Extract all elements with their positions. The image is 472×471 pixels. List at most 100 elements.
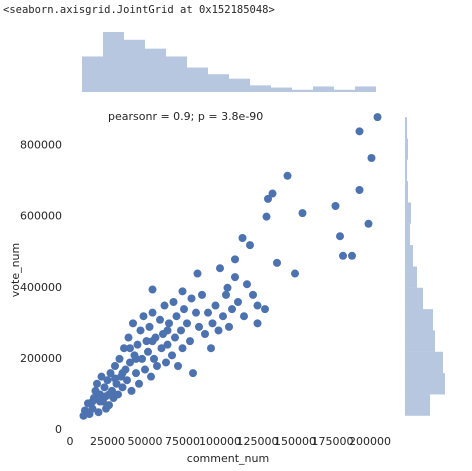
scatter-point (193, 269, 202, 278)
x-tick-label: 50000 (128, 435, 163, 448)
scatter-point (105, 390, 113, 399)
scatter-point (246, 241, 254, 250)
scatter-point (355, 127, 364, 136)
scatter-point (192, 308, 200, 317)
scatter-point (216, 264, 224, 273)
scatter-point (162, 358, 170, 367)
scatter-point (163, 326, 172, 335)
histogram-bar (405, 266, 417, 288)
scatter-point (183, 319, 191, 328)
histogram-bar (405, 394, 430, 416)
x-tick-label: 125000 (237, 435, 279, 448)
scatter-point (180, 305, 188, 314)
histogram-bar (271, 87, 292, 92)
scatter-point (273, 258, 281, 267)
scatter-point (139, 312, 148, 321)
scatter-point (148, 308, 157, 317)
scatter-point (163, 340, 172, 349)
scatter-point (135, 379, 143, 388)
y-axis-label: vote_num (9, 243, 22, 297)
scatter-point (120, 344, 128, 353)
scatter-point (234, 298, 242, 306)
scatter-point (214, 326, 223, 335)
scatter-point (160, 301, 169, 310)
scatter-point (96, 390, 104, 399)
histogram-bar (82, 56, 103, 92)
cell-output: <seaborn.axisgrid.JointGrid at 0x1521850… (3, 4, 275, 16)
scatter-point (148, 285, 157, 294)
histogram-bar (405, 202, 411, 224)
scatter-point (168, 351, 176, 360)
scatter-point (147, 372, 155, 381)
y-tick-label: 200000 (20, 352, 62, 365)
histogram-bar (405, 223, 410, 246)
scatter-point (127, 386, 136, 395)
scatter-point (268, 189, 277, 198)
histogram-bar (405, 117, 407, 139)
scatter-point (114, 390, 122, 399)
scatter-point (204, 308, 212, 317)
scatter-point (111, 374, 119, 383)
scatter-point (88, 397, 97, 406)
scatter-point (106, 369, 115, 378)
scatter-point (222, 290, 230, 299)
scatter-point (118, 383, 127, 392)
annotation: pearsonr = 0.9; p = 3.8e-90 (108, 110, 263, 123)
histogram-bar (103, 32, 124, 92)
histogram-bar (124, 39, 145, 92)
scatter-point (148, 337, 157, 346)
scatter-point (142, 337, 151, 346)
x-tick-label: 150000 (274, 435, 316, 448)
y-tick-label: 600000 (20, 210, 62, 223)
scatter-point (144, 347, 152, 356)
scatter-point (201, 330, 209, 338)
x-tick-label: 25000 (90, 435, 125, 448)
scatter-point (223, 283, 232, 292)
scatter-point (207, 344, 215, 353)
scatter-point (96, 397, 104, 406)
histogram-bar (405, 159, 407, 182)
histogram-bar (405, 351, 443, 374)
scatter-point (339, 251, 347, 260)
histogram-bar (405, 373, 445, 395)
scatter-point (141, 365, 149, 374)
histogram-bar (405, 287, 423, 310)
x-axis-label: comment_num (187, 452, 269, 465)
x-tick-label: 200000 (349, 435, 391, 448)
scatter-point (93, 379, 101, 388)
scatter-point (157, 344, 166, 353)
scatter-point (94, 408, 103, 417)
scatter-point (261, 305, 269, 314)
scatter-point (336, 232, 344, 241)
histogram-bar (166, 56, 187, 92)
scatter-point (231, 255, 239, 264)
x-tick-label: 100000 (199, 435, 241, 448)
scatter-point (178, 287, 187, 296)
histogram-bar (405, 245, 413, 267)
scatter-point (298, 209, 307, 218)
scatter-point (126, 344, 134, 353)
scatter-point (172, 312, 181, 321)
scatter-point (118, 369, 127, 378)
scatter-point (136, 326, 145, 335)
histogram-bar (229, 78, 250, 92)
scatter-point (187, 294, 196, 303)
scatter-point (291, 269, 299, 278)
scatter-point (97, 372, 106, 381)
scatter-point (103, 376, 112, 385)
histogram-bar (405, 138, 408, 160)
scatter-point (249, 290, 257, 299)
histogram-bar (405, 181, 408, 203)
scatter-point (373, 113, 382, 122)
scatter-point (132, 354, 140, 363)
y-tick-label: 0 (55, 423, 62, 436)
scatter-point (100, 383, 109, 392)
scatter-point (367, 154, 376, 162)
scatter-point (169, 298, 178, 306)
scatter-point (171, 333, 179, 342)
scatter-point (264, 194, 272, 203)
scatter-point (240, 312, 248, 321)
scatter-point (195, 322, 203, 331)
scatter-point (153, 362, 161, 370)
